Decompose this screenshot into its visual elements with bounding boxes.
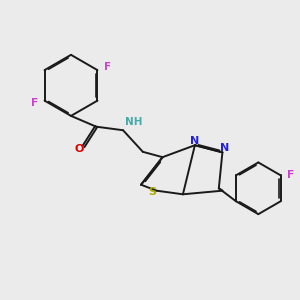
- Text: N: N: [190, 136, 199, 146]
- Text: S: S: [148, 188, 156, 197]
- Text: F: F: [31, 98, 38, 109]
- Text: NH: NH: [125, 117, 142, 127]
- Text: F: F: [287, 170, 294, 180]
- Text: N: N: [220, 143, 229, 153]
- Text: O: O: [75, 144, 84, 154]
- Text: F: F: [103, 62, 111, 72]
